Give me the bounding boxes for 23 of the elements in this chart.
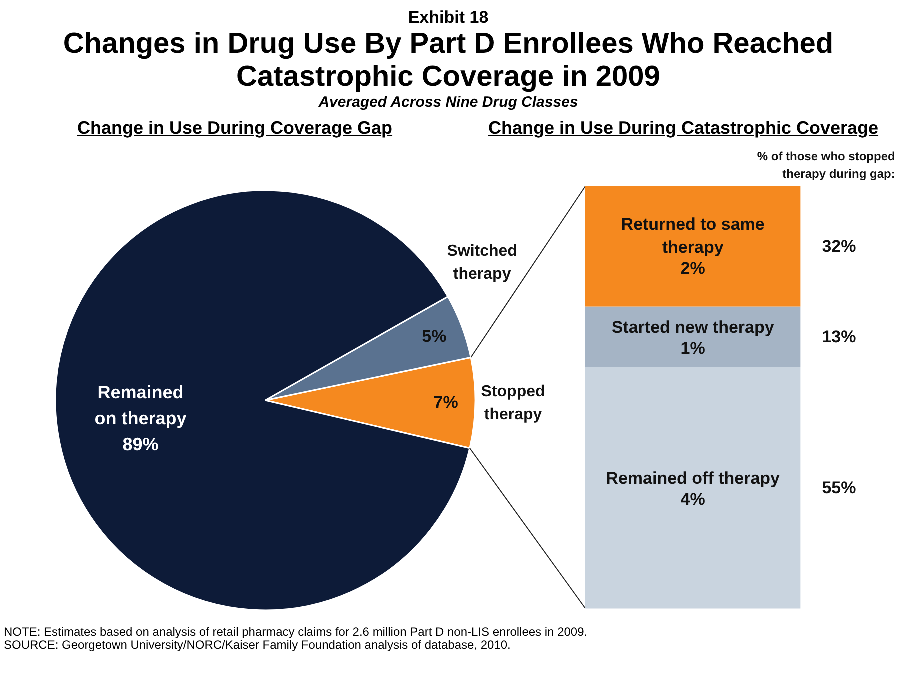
- slice-label: Remained on therapy: [94, 382, 187, 428]
- text: NOTE: Estimates based on analysis of retail pharmacy claims for 2.6 million Part D non-LIS enrollees in 2009.: [3, 625, 588, 639]
- data-label: 4%: [680, 490, 706, 509]
- data-label: 5%: [422, 327, 447, 346]
- series-label: Returned to same therapy: [621, 215, 765, 257]
- text: 55%: [822, 478, 856, 498]
- text: 32%: [822, 236, 856, 256]
- text: Changes in Drug Use By Part D Enrollees Who Reached Catastrophic Coverage in 2009: [62, 28, 835, 94]
- source-note: SOURCE: Georgetown University/NORC/Kaiser Family Foundation analysis of database, 2010.: [3, 638, 512, 652]
- data-label: 1%: [680, 338, 706, 358]
- slice-label: Stopped therapy: [481, 384, 546, 424]
- data-label: 89%: [122, 434, 159, 454]
- data-label: 7%: [434, 393, 458, 412]
- text: Averaged Across Nine Drug Classes: [318, 94, 580, 111]
- text: 13%: [822, 327, 856, 346]
- text: % of those who stopped therapy during gap:: [757, 150, 896, 182]
- slice-label: Switched therapy: [447, 243, 518, 283]
- data-label: 2%: [680, 258, 706, 278]
- chart-title: Change in Use During Coverage Gap: [76, 118, 394, 139]
- chart-title: Change in Use During Catastrophic Coverage: [487, 118, 880, 139]
- series-label: Started new therapy: [612, 318, 775, 337]
- text: Exhibit 18: [407, 8, 490, 28]
- series-label: Remained off therapy: [606, 468, 781, 488]
